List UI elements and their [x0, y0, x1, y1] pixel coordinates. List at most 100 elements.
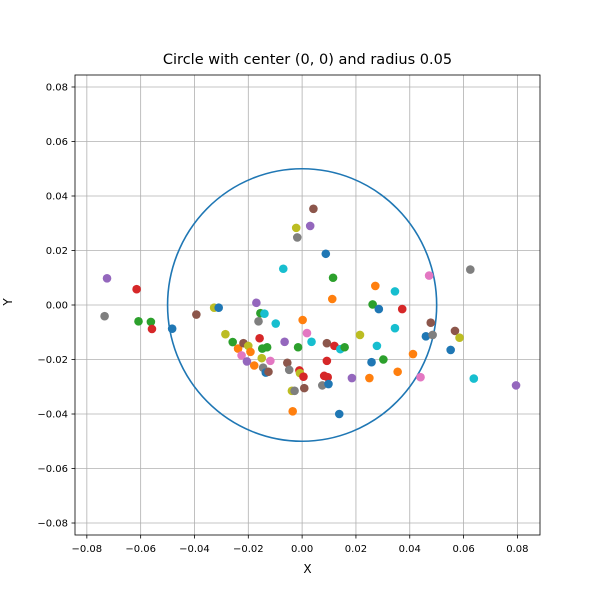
scatter-point [257, 353, 267, 363]
scatter-point [264, 367, 273, 377]
scatter-point [324, 379, 333, 389]
x-axis-label: X [303, 562, 311, 576]
scatter-point [102, 273, 112, 283]
y-tick-label: 0.00 [46, 301, 68, 312]
scatter-point [100, 311, 109, 321]
scatter-point [255, 333, 264, 343]
scatter-point [290, 386, 299, 396]
scatter-point [321, 249, 331, 259]
y-tick-label: 0.02 [46, 246, 68, 257]
scatter-point [371, 281, 380, 291]
scatter-point [327, 294, 337, 304]
scatter-point [278, 264, 288, 274]
x-axis-ticks: −0.08 −0.06 −0.04 −0.02 0.00 0.02 0.04 0.06 0.08 [72, 535, 529, 555]
scatter-point [192, 310, 201, 319]
scatter-point [246, 347, 255, 357]
scatter-points [100, 204, 521, 419]
x-tick-label: 0.02 [345, 544, 367, 555]
scatter-point [299, 372, 308, 381]
scatter-point [426, 318, 436, 328]
scatter-point [466, 265, 475, 274]
scatter-point [284, 365, 294, 375]
y-tick-label: −0.08 [37, 519, 68, 530]
y-axis-ticks: −0.08 −0.06 −0.04 −0.02 0.00 0.02 0.04 0.06 0.08 [37, 82, 75, 530]
x-tick-label: −0.08 [72, 544, 103, 555]
scatter-point [322, 356, 332, 366]
scatter-point [408, 349, 418, 359]
scatter-point [302, 328, 312, 338]
x-tick-label: 0.04 [399, 544, 421, 555]
scatter-point [372, 341, 382, 351]
scatter-point [328, 273, 338, 283]
scatter-point [249, 361, 259, 370]
scatter-point [446, 345, 455, 355]
chart-title: Circle with center (0, 0) and radius 0.0… [163, 52, 452, 68]
y-tick-label: −0.06 [37, 464, 68, 475]
scatter-point [262, 342, 272, 352]
x-tick-label: 0.00 [291, 544, 313, 555]
scatter-point [271, 319, 281, 328]
x-tick-label: 0.06 [452, 544, 474, 555]
scatter-point [254, 317, 263, 326]
scatter-point [298, 315, 307, 325]
scatter-point [292, 233, 302, 242]
scatter-point [291, 223, 301, 233]
y-tick-label: −0.02 [37, 355, 68, 366]
scatter-point [368, 300, 377, 309]
scatter-point [167, 324, 177, 334]
scatter-point [334, 409, 344, 419]
scatter-point [293, 342, 303, 352]
scatter-point [134, 317, 143, 326]
x-tick-label: 0.08 [506, 544, 528, 555]
scatter-point [511, 381, 521, 390]
x-tick-label: −0.06 [125, 544, 156, 555]
x-tick-label: −0.02 [233, 544, 264, 555]
y-tick-label: 0.08 [46, 82, 68, 93]
scatter-point [355, 330, 365, 340]
scatter-point [365, 373, 374, 383]
scatter-point [397, 304, 407, 314]
scatter-point [416, 372, 425, 382]
scatter-point [374, 304, 384, 314]
scatter-point [260, 309, 269, 319]
scatter-point [390, 323, 400, 333]
y-axis-label: Y [1, 298, 15, 307]
scatter-point [280, 337, 289, 347]
scatter-point [283, 358, 292, 368]
scatter-point [233, 344, 243, 353]
circle-layer [166, 167, 438, 443]
scatter-point [428, 330, 437, 340]
scatter-point [340, 342, 349, 352]
scatter-point [242, 357, 252, 366]
scatter-point [322, 338, 332, 348]
scatter-point [214, 303, 223, 313]
scatter-point [455, 333, 464, 343]
y-tick-label: 0.04 [46, 191, 68, 202]
scatter-point [132, 284, 141, 294]
scatter-point [379, 355, 388, 364]
scatter-point [288, 406, 297, 416]
scatter-point [147, 324, 157, 334]
scatter-point [299, 383, 309, 393]
y-tick-label: 0.06 [46, 137, 68, 148]
scatter-point [305, 221, 315, 231]
scatter-point [221, 329, 230, 339]
scatter-point [421, 332, 431, 341]
scatter-point [424, 271, 434, 280]
y-tick-label: −0.04 [37, 410, 68, 421]
scatter-point [390, 287, 400, 296]
scatter-point [469, 374, 479, 383]
scatter-point [347, 373, 357, 383]
grid-lines [75, 75, 540, 535]
scatter-point [228, 337, 237, 347]
scatter-point [393, 367, 402, 377]
scatter-point [252, 298, 261, 308]
x-tick-label: −0.04 [179, 544, 210, 555]
scatter-point [237, 351, 246, 360]
scatter-point [450, 326, 460, 336]
scatter-point [323, 372, 332, 382]
scatter-point [307, 337, 316, 347]
scatter-point [266, 356, 275, 366]
